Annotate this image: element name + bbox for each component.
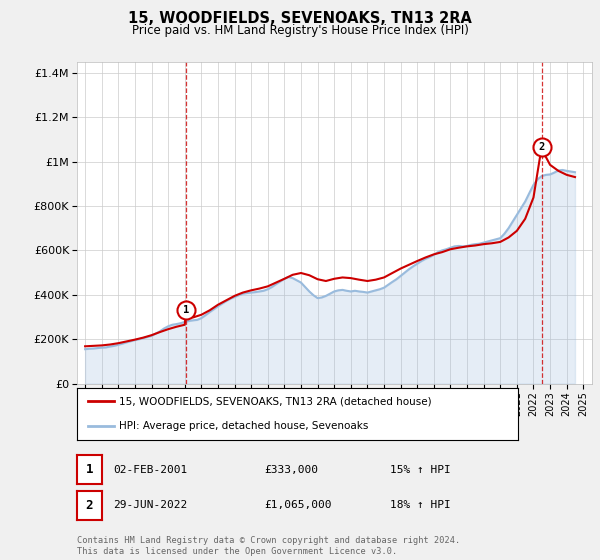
Text: Contains HM Land Registry data © Crown copyright and database right 2024.
This d: Contains HM Land Registry data © Crown c… — [77, 536, 460, 556]
Text: 2: 2 — [538, 142, 545, 152]
Text: 18% ↑ HPI: 18% ↑ HPI — [390, 500, 451, 510]
Text: £333,000: £333,000 — [264, 465, 318, 475]
Text: 15, WOODFIELDS, SEVENOAKS, TN13 2RA: 15, WOODFIELDS, SEVENOAKS, TN13 2RA — [128, 11, 472, 26]
Text: £1,065,000: £1,065,000 — [264, 500, 331, 510]
Text: 1: 1 — [86, 463, 93, 477]
Text: 1: 1 — [183, 305, 190, 315]
Text: 29-JUN-2022: 29-JUN-2022 — [113, 500, 187, 510]
Text: 02-FEB-2001: 02-FEB-2001 — [113, 465, 187, 475]
Text: 2: 2 — [86, 498, 93, 512]
Text: 15% ↑ HPI: 15% ↑ HPI — [390, 465, 451, 475]
Text: HPI: Average price, detached house, Sevenoaks: HPI: Average price, detached house, Seve… — [119, 421, 368, 431]
Text: 15, WOODFIELDS, SEVENOAKS, TN13 2RA (detached house): 15, WOODFIELDS, SEVENOAKS, TN13 2RA (det… — [119, 396, 431, 407]
Text: Price paid vs. HM Land Registry's House Price Index (HPI): Price paid vs. HM Land Registry's House … — [131, 24, 469, 36]
